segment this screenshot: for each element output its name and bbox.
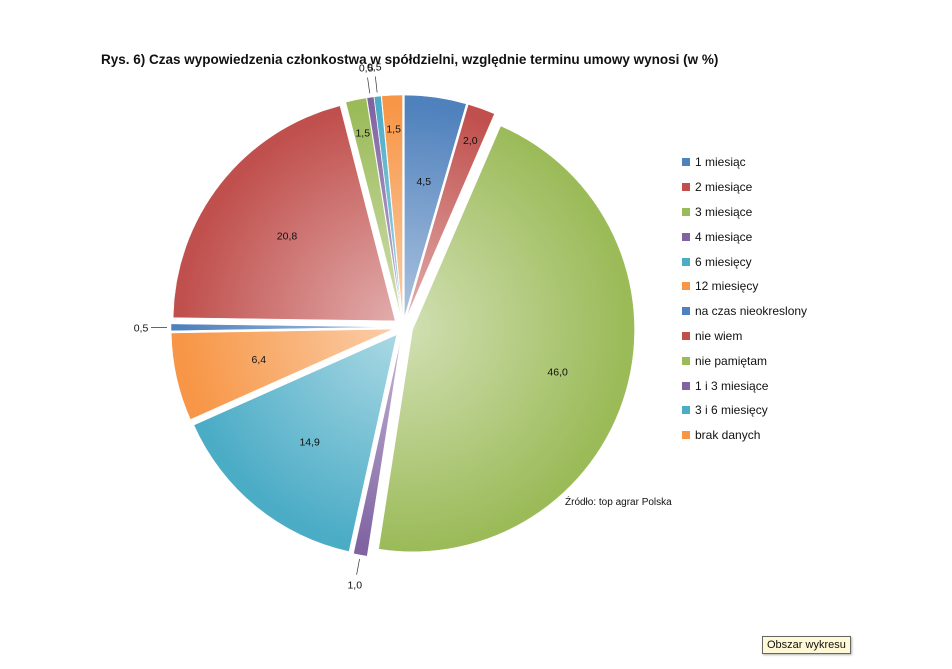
data-label-na-czas-nieokreslony: 0,5 [134,322,149,334]
legend-item-6-miesiecy: 6 miesięcy [682,249,807,274]
legend-swatch [682,381,690,390]
legend-label: 12 miesięcy [695,279,759,294]
pie-slice-3-i-6-miesiecy[interactable] [373,95,403,318]
source-note: Źródło: top agrar Polska [565,497,672,508]
legend-swatch [682,282,690,291]
legend-item-12-miesiecy: 12 miesięcy [682,274,807,299]
legend-label: 2 miesiące [695,180,753,195]
data-label-12-miesiecy: 6,4 [252,354,267,366]
legend-item-na-czas-nieokreslony: na czas nieokreslony [682,299,807,324]
legend-swatch [682,207,690,216]
legend-item-2-miesiace: 2 miesiące [682,175,807,200]
pie-slice-brak-danych[interactable] [381,94,403,318]
chart-title: Rys. 6) Czas wypowiedzenia członkostwa w… [101,52,719,67]
legend-swatch [682,183,690,192]
pie-slice-nie-pamietam[interactable] [345,97,402,318]
legend-item-4-miesiace: 4 miesiące [682,224,807,249]
pie-slice-6-miesiecy[interactable] [193,334,398,552]
legend-item-3-miesiace: 3 miesiące [682,200,807,225]
data-label-brak-danych: 1,5 [386,124,401,136]
pie-slice-1-miesiac[interactable] [404,94,467,318]
leader-line-1-i-3-miesiace [367,77,371,94]
legend-item-3-i-6-miesiecy: 3 i 6 miesięcy [682,398,807,423]
legend-swatch [682,356,690,365]
data-label-3-i-6-miesiecy: 0,5 [367,62,382,74]
leader-line-4-miesiace [356,558,360,575]
pie-slice-nie-wiem[interactable] [172,105,396,322]
legend-swatch [682,158,690,167]
legend-label: 6 miesięcy [695,254,752,269]
data-label-3-miesiace: 46,0 [547,367,568,379]
data-label-1-miesiac: 4,5 [416,176,431,188]
legend-label: 4 miesiące [695,229,753,244]
legend: 1 miesiąc 2 miesiące 3 miesiące 4 miesiące 6… [682,150,807,448]
leader-line-3-i-6-miesiecy [375,76,378,93]
legend-swatch [682,232,690,241]
data-label-nie-pamietam: 1,5 [355,127,370,139]
legend-swatch [682,431,690,440]
data-label-nie-wiem: 20,8 [277,231,298,243]
legend-label: na czas nieokreslony [695,304,808,319]
data-label-6-miesiecy: 14,9 [299,436,320,448]
legend-swatch [682,406,690,415]
data-label-4-miesiace: 1,0 [347,580,362,592]
data-label-1-i-3-miesiace: 0,5 [359,63,374,75]
legend-item-nie-pamietam: nie pamiętam [682,348,807,373]
legend-label: brak danych [695,428,761,443]
legend-label: 1 i 3 miesiące [695,378,769,393]
legend-swatch [682,307,690,316]
legend-label: nie pamiętam [695,353,768,368]
legend-item-1-i-3-miesiace: 1 i 3 miesiące [682,373,807,398]
data-label-2-miesiace: 2,0 [463,135,478,147]
chart-area-tooltip: Obszar wykresu [762,636,851,654]
legend-item-brak-danych: brak danych [682,423,807,448]
pie-slice-1-i-3-miesiace[interactable] [366,96,402,318]
pie-slice-4-miesiace[interactable] [353,336,402,557]
legend-label: 3 miesiące [695,204,753,219]
legend-swatch [682,257,690,266]
pie-slice-12-miesiecy[interactable] [171,328,394,420]
pie-slice-2-miesiace[interactable] [406,104,495,318]
legend-label: 3 i 6 miesięcy [695,403,768,418]
legend-item-1-miesiac: 1 miesiąc [682,150,807,175]
legend-label: 1 miesiąc [695,155,746,170]
pie-slice-3-miesiace[interactable] [378,125,635,553]
legend-swatch [682,331,690,340]
legend-label: nie wiem [695,328,743,343]
pie-slice-na-czas-nieokreslony[interactable] [170,323,394,332]
legend-item-nie-wiem: nie wiem [682,324,807,349]
